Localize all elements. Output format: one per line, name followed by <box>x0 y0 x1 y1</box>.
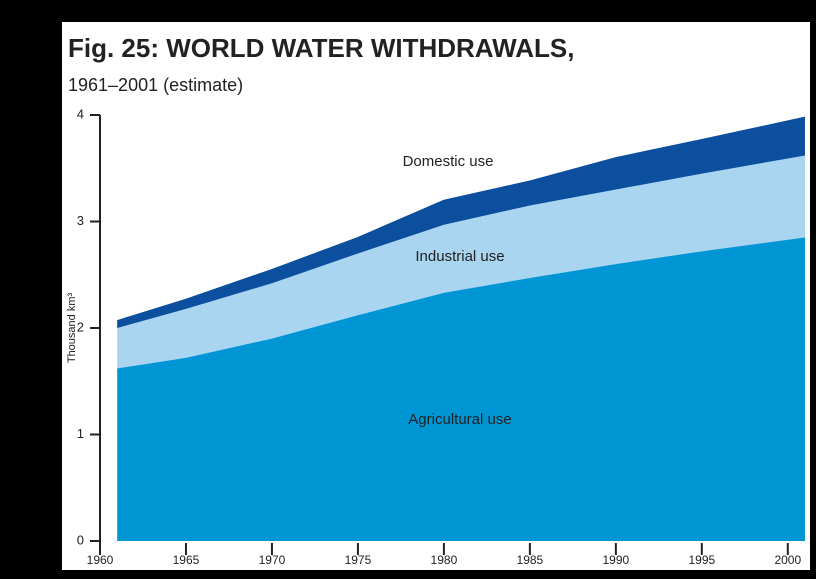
y-tick-label: 1 <box>77 426 84 441</box>
area-top <box>117 116 806 322</box>
chart-subtitle: 1961–2001 (estimate) <box>68 75 243 95</box>
area-fill <box>117 117 805 328</box>
x-tick-label: 1980 <box>431 553 458 567</box>
x-tick-label: 1995 <box>688 553 715 567</box>
x-tick-label: 1990 <box>603 553 630 567</box>
y-tick-label: 0 <box>77 532 84 547</box>
chart-title: Fig. 25: WORLD WATER WITHDRAWALS, <box>68 33 574 63</box>
x-tick-label: 2000 <box>774 553 801 567</box>
y-axis-label: Thousand km³ <box>66 293 78 364</box>
x-tick-label: 1985 <box>517 553 544 567</box>
x-tick-label: 1960 <box>87 553 114 567</box>
y-tick-label: 4 <box>77 106 84 121</box>
y-tick-label: 2 <box>77 319 84 334</box>
area-label: Domestic use <box>403 153 494 170</box>
area-fill <box>117 155 805 369</box>
area-fill <box>117 237 805 541</box>
x-tick-label: 1975 <box>345 553 372 567</box>
area-label: Agricultural use <box>408 411 511 428</box>
y-tick-label: 3 <box>77 213 84 228</box>
x-tick-label: 1970 <box>259 553 286 567</box>
x-tick-label: 1965 <box>173 553 200 567</box>
area-label: Industrial use <box>415 248 504 265</box>
